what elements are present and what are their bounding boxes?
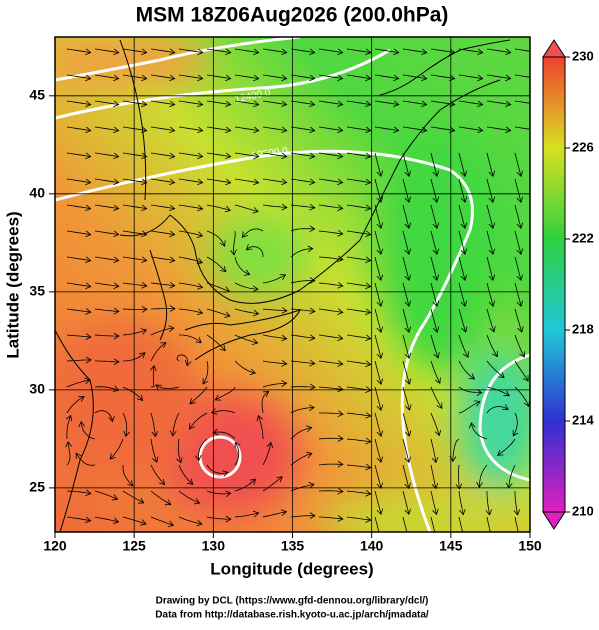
stream-arrow <box>533 127 538 133</box>
x-tick-label: 150 <box>518 538 542 554</box>
y-tick-label: 35 <box>29 283 45 299</box>
credit: Data from http://database.rish.kyoto-u.a… <box>155 610 429 621</box>
title: MSM 18Z06Aug2026 (200.0hPa) <box>136 4 449 27</box>
colorbar-label: 218 <box>572 321 594 336</box>
x-tick-label: 135 <box>281 538 305 554</box>
x-tick-label: 120 <box>43 538 67 554</box>
colorbar-cap <box>543 40 565 57</box>
colorbar <box>543 57 565 512</box>
y-tick-label: 30 <box>29 381 45 397</box>
stream-arrow <box>405 535 411 541</box>
colorbar-label: 210 <box>572 503 594 518</box>
y-axis-label: Latitude (degrees) <box>3 211 22 358</box>
stream-arrow <box>488 535 494 541</box>
y-tick-label: 25 <box>29 479 45 495</box>
y-tick-label: 40 <box>29 185 45 201</box>
x-tick-label: 145 <box>439 538 463 554</box>
field <box>30 30 540 550</box>
credit: Drawing by DCL (https://www.gfd-dennou.o… <box>156 596 429 607</box>
stream-arrow <box>533 75 538 81</box>
colorbar-label: 226 <box>572 139 594 154</box>
y-tick-label: 45 <box>29 87 45 103</box>
stream-arrow <box>533 101 538 107</box>
colorbar-label: 222 <box>572 230 594 245</box>
colorbar-cap <box>543 512 565 529</box>
x-tick-label: 140 <box>360 538 384 554</box>
stream-arrow <box>533 49 538 55</box>
x-tick-label: 130 <box>202 538 226 554</box>
colorbar-label: 214 <box>572 412 594 427</box>
x-tick-label: 125 <box>122 538 146 554</box>
colorbar-ticks: 210 214 218 222 226 230 <box>565 48 594 518</box>
stream-arrow <box>433 535 439 541</box>
x-axis-label: Longitude (degrees) <box>210 559 373 578</box>
colorbar-label: 230 <box>572 48 594 63</box>
